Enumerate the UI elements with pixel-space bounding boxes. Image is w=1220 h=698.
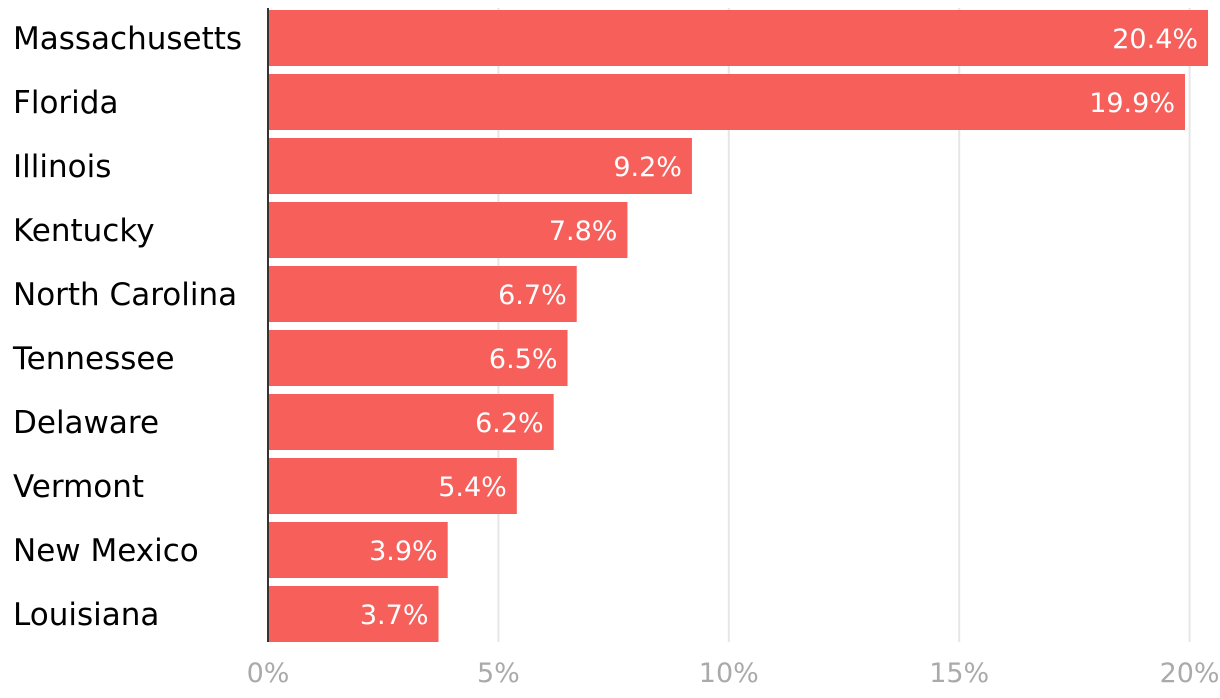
category-label-tennessee: Tennessee — [12, 341, 175, 377]
bar-tennessee — [268, 330, 568, 386]
category-label-north-carolina: North Carolina — [13, 277, 237, 313]
category-label-massachusetts: Massachusetts — [13, 21, 242, 57]
bar-delaware — [268, 394, 554, 450]
bar-kentucky — [268, 202, 628, 258]
value-label-florida: 19.9% — [1089, 88, 1175, 119]
value-label-delaware: 6.2% — [475, 408, 544, 439]
bar-louisiana — [268, 586, 439, 642]
bar-north-carolina — [268, 266, 577, 322]
value-label-vermont: 5.4% — [438, 472, 507, 503]
x-tick-label-0: 0% — [247, 658, 290, 689]
bar-massachusetts — [268, 10, 1209, 66]
category-label-florida: Florida — [13, 85, 118, 121]
category-label-vermont: Vermont — [13, 469, 144, 505]
category-label-new-mexico: New Mexico — [13, 533, 199, 569]
x-tick-label-15: 15% — [929, 658, 989, 689]
value-label-north-carolina: 6.7% — [498, 280, 567, 311]
value-label-louisiana: 3.7% — [360, 600, 429, 631]
x-tick-label-20: 20% — [1160, 658, 1220, 689]
bar-florida — [268, 74, 1185, 130]
value-label-massachusetts: 20.4% — [1112, 24, 1198, 55]
value-label-tennessee: 6.5% — [489, 344, 558, 375]
bar-layer — [268, 10, 1209, 642]
bar-new-mexico — [268, 522, 448, 578]
label-layer: Massachusetts 20.4% Florida 19.9% Illinois 9.… — [12, 21, 1198, 633]
bar-vermont — [268, 458, 517, 514]
category-label-kentucky: Kentucky — [13, 213, 155, 249]
category-label-illinois: Illinois — [13, 149, 111, 185]
category-label-delaware: Delaware — [13, 405, 159, 441]
x-tick-label-10: 10% — [699, 658, 759, 689]
x-tick-label-5: 5% — [477, 658, 520, 689]
tick-layer: 0% 5% 10% 15% 20% — [247, 658, 1220, 689]
value-label-illinois: 9.2% — [613, 152, 682, 183]
value-label-kentucky: 7.8% — [549, 216, 618, 247]
bar-illinois — [268, 138, 692, 194]
value-label-new-mexico: 3.9% — [369, 536, 438, 567]
category-label-louisiana: Louisiana — [13, 597, 159, 633]
